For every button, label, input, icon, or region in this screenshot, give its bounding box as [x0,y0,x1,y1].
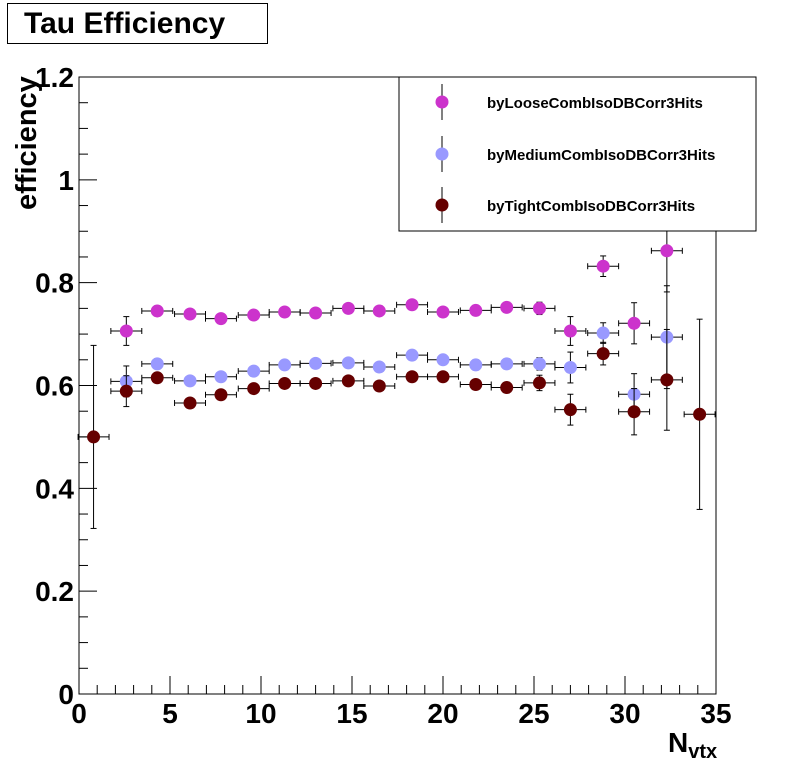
y-tick-label: 0.6 [35,371,74,402]
data-point [214,370,228,384]
data-point [247,308,261,322]
data-point [309,356,323,370]
data-point [660,244,674,258]
data-point [119,324,133,338]
data-point [372,304,386,318]
legend-label: byLooseCombIsoDBCorr3Hits [487,95,703,112]
y-axis-ticks: 0 0.2 0.4 0.6 0.8 1 1.2 [35,62,97,710]
y-tick-label: 0.2 [35,576,74,607]
y-tick-label: 0.4 [35,473,74,504]
data-point [532,357,546,371]
data-point [405,348,419,362]
data-point [278,358,292,372]
legend-label: byMediumCombIsoDBCorr3Hits [487,147,715,164]
series-1 [110,209,683,346]
y-tick-label: 1.2 [35,62,74,93]
data-point [500,357,514,371]
data-point [693,407,707,421]
x-axis-label-main: N [668,727,688,758]
data-point [183,396,197,410]
legend-box [398,76,757,232]
data-point [372,379,386,393]
data-point [660,373,674,387]
data-point [563,403,577,417]
x-tick-label: 15 [336,698,367,729]
data-point [372,360,386,374]
x-axis-label: Nvtx [668,727,717,763]
data-point [436,370,450,384]
data-point [278,305,292,319]
y-tick-label: 1 [58,165,74,196]
chart-title-box: Tau Efficiency [7,3,268,44]
data-point [341,301,355,315]
data-point [532,301,546,315]
data-point [469,377,483,391]
data-point [150,371,164,385]
data-point [500,300,514,314]
data-point [214,388,228,402]
legend-marker [435,95,449,109]
y-tick-label: 0 [58,679,74,710]
data-point [627,316,641,330]
data-point [278,376,292,390]
legend: byLooseCombIsoDBCorr3Hits byMediumCombIso… [398,76,757,232]
series-3 [77,318,716,529]
data-point [532,376,546,390]
data-point [596,347,610,361]
x-tick-label: 30 [609,698,640,729]
data-point [405,370,419,384]
data-point [405,298,419,312]
series-2 [110,285,683,416]
data-point [596,259,610,273]
chart-title: Tau Efficiency [24,7,226,40]
data-point [150,357,164,371]
data-point [341,356,355,370]
x-tick-label: 5 [162,698,178,729]
data-point [247,382,261,396]
data-point [500,381,514,395]
data-point [469,303,483,317]
data-point [436,305,450,319]
data-point [309,376,323,390]
legend-marker [435,198,449,212]
data-point [309,306,323,320]
data-point [119,384,133,398]
y-axis-label: efficiency [11,76,43,210]
data-point [436,353,450,367]
y-tick-label: 0.8 [35,268,74,299]
x-axis-ticks: 0 5 10 15 20 25 30 35 [71,676,732,729]
data-point [214,312,228,326]
x-tick-label: 10 [245,698,276,729]
data-point [87,430,101,444]
data-point [563,361,577,375]
data-points-layer [77,209,716,529]
data-point [183,307,197,321]
legend-marker [435,147,449,161]
data-point [183,374,197,388]
data-point [563,324,577,338]
data-point [627,405,641,419]
x-tick-label: 0 [71,698,87,729]
data-point [247,364,261,378]
data-point [341,374,355,388]
data-point [150,304,164,318]
x-tick-label: 35 [700,698,731,729]
x-axis-label-subscript: vtx [688,741,717,763]
x-tick-label: 20 [427,698,458,729]
legend-label: byTightCombIsoDBCorr3Hits [487,198,695,215]
data-point [596,326,610,340]
data-point [469,358,483,372]
x-tick-label: 25 [518,698,549,729]
